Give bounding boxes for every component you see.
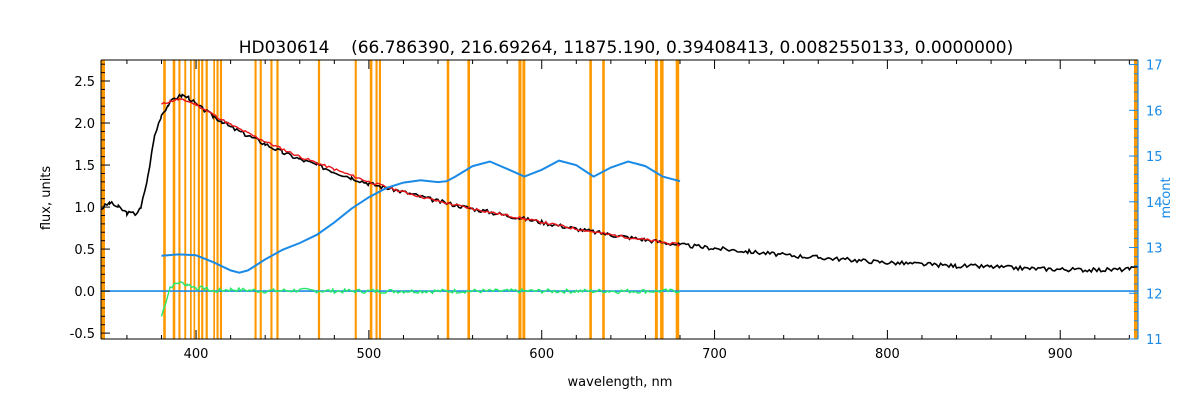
ticks xyxy=(101,60,1138,340)
x-axis-title: wavelength, nm xyxy=(568,375,673,390)
x-tick-label-900: 900 xyxy=(1048,347,1073,362)
y-tick-label-2.5: 2.5 xyxy=(74,75,95,90)
mask-band-14 xyxy=(270,60,273,339)
y2-tick-label-15: 15 xyxy=(1146,150,1163,165)
mask-band-15 xyxy=(276,60,279,339)
mask-band-23 xyxy=(518,60,522,339)
series-model xyxy=(161,98,681,247)
x-tick-label-400: 400 xyxy=(184,347,209,362)
y-axis-title: flux, units xyxy=(39,166,54,231)
mask-band-left-edge xyxy=(101,60,105,339)
mask-band-1 xyxy=(172,60,176,339)
series-mcont xyxy=(161,159,681,274)
x-tick-label-700: 700 xyxy=(702,347,727,362)
y-tick-label-2: 2.0 xyxy=(74,117,95,132)
mask-band-8 xyxy=(205,60,208,339)
y2-tick-label-14: 14 xyxy=(1146,196,1163,211)
y-tick-label--0.5: -0.5 xyxy=(70,327,95,342)
mask-band-11 xyxy=(219,60,222,339)
y-tick-label-1: 1.0 xyxy=(74,201,95,216)
mask-band-19 xyxy=(375,60,378,339)
mask-band-16 xyxy=(317,60,321,339)
y-tick-label-0.5: 0.5 xyxy=(74,243,95,258)
mask-band-4 xyxy=(190,60,192,339)
y2-tick-label-16: 16 xyxy=(1146,104,1163,119)
mask-band-28 xyxy=(660,60,664,339)
mask-band-12 xyxy=(254,60,257,339)
mask-band-22 xyxy=(467,60,470,339)
mask-band-24 xyxy=(522,60,526,339)
mask-band-29 xyxy=(675,60,680,339)
tick-labels: 400 500 600 700 800 900 -0.5 0.0 0.5 1.0 1.5 2.0 2.5… xyxy=(70,59,1163,362)
series-group xyxy=(100,93,1139,317)
mask-band-9 xyxy=(213,60,215,339)
mask-band-10 xyxy=(216,60,219,339)
mask-band-3 xyxy=(184,60,187,339)
mask-band-26 xyxy=(602,60,605,339)
series-flux xyxy=(100,93,1139,274)
chart-title: HD030614 (66.786390, 216.69264, 11875.19… xyxy=(239,38,1014,58)
mask-band-17 xyxy=(354,60,357,339)
y-tick-label-0: 0.0 xyxy=(74,285,95,300)
y2-axis-title: mcont xyxy=(1159,177,1174,218)
x-tick-label-600: 600 xyxy=(529,347,554,362)
mask-band-5 xyxy=(193,60,196,339)
y-tick-label-1.5: 1.5 xyxy=(74,159,95,174)
mask-band-6 xyxy=(197,60,200,339)
mask-band-21 xyxy=(446,60,450,339)
axes xyxy=(100,59,1139,340)
mask-band-13 xyxy=(259,60,262,339)
mask-band-18 xyxy=(369,60,373,339)
mask-band-right-edge xyxy=(1134,60,1138,339)
y2-tick-label-12: 12 xyxy=(1146,287,1163,302)
series-residual xyxy=(160,281,681,317)
y2-tick-label-13: 13 xyxy=(1146,242,1163,257)
mask-band-20 xyxy=(378,60,381,339)
y2-tick-label-17: 17 xyxy=(1146,59,1163,74)
x-tick-label-800: 800 xyxy=(875,347,900,362)
mask-bands xyxy=(101,60,1138,339)
mask-band-0 xyxy=(163,60,166,339)
y2-tick-label-11: 11 xyxy=(1146,333,1163,348)
mask-band-25 xyxy=(589,60,592,339)
mask-band-27 xyxy=(654,60,658,339)
mask-band-2 xyxy=(178,60,181,339)
mask-band-7 xyxy=(201,60,204,339)
x-tick-label-500: 500 xyxy=(356,347,381,362)
